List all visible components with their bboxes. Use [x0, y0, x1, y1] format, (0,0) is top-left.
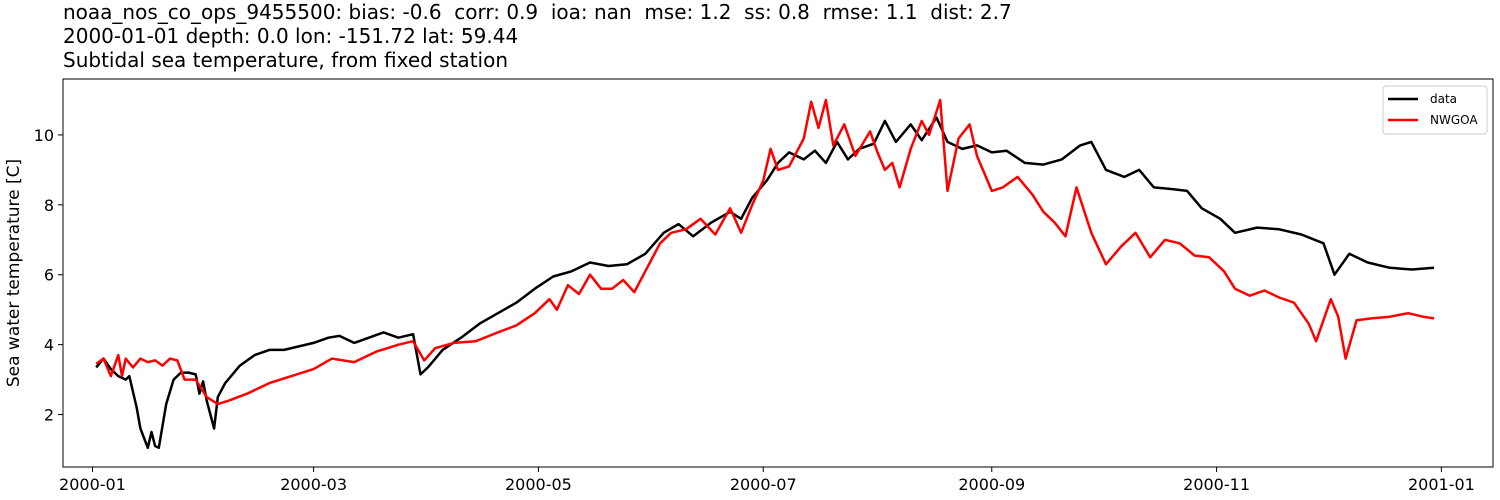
x-tick-label: 2001-01	[1408, 475, 1475, 494]
plot-area-frame	[62, 78, 1494, 468]
y-tick-label: 2	[44, 406, 54, 425]
y-axis: 2 4 6 8 10	[34, 126, 63, 425]
x-tick-label: 2000-11	[1183, 475, 1250, 494]
series-line-nwgoa	[95, 98, 1435, 406]
series-line-data	[95, 116, 1435, 450]
y-tick-label: 10	[34, 126, 54, 145]
x-tick-label: 2000-07	[730, 475, 797, 494]
chart-title: noaa_nos_co_ops_9455500: bias: -0.6 corr…	[63, 0, 1012, 72]
title-line-location: 2000-01-01 depth: 0.0 lon: -151.72 lat: …	[63, 24, 519, 48]
x-axis: 2000-01 2000-03 2000-05 2000-07 2000-09 2000-…	[59, 467, 1475, 494]
legend: data NWGOA	[1382, 85, 1488, 135]
x-tick-label: 2000-03	[280, 475, 347, 494]
legend-label-data: data	[1430, 92, 1457, 106]
y-axis-label: Sea water temperature [C]	[4, 159, 24, 387]
y-tick-label: 4	[44, 336, 54, 355]
title-line-stats: noaa_nos_co_ops_9455500: bias: -0.6 corr…	[63, 0, 1012, 24]
series-lines	[95, 98, 1435, 450]
y-tick-label: 6	[44, 266, 54, 285]
x-tick-label: 2000-09	[958, 475, 1025, 494]
title-line-description: Subtidal sea temperature, from fixed sta…	[63, 48, 508, 72]
legend-label-nwgoa: NWGOA	[1430, 113, 1478, 127]
x-tick-label: 2000-05	[505, 475, 572, 494]
x-tick-label: 2000-01	[59, 475, 126, 494]
y-tick-label: 8	[44, 196, 54, 215]
